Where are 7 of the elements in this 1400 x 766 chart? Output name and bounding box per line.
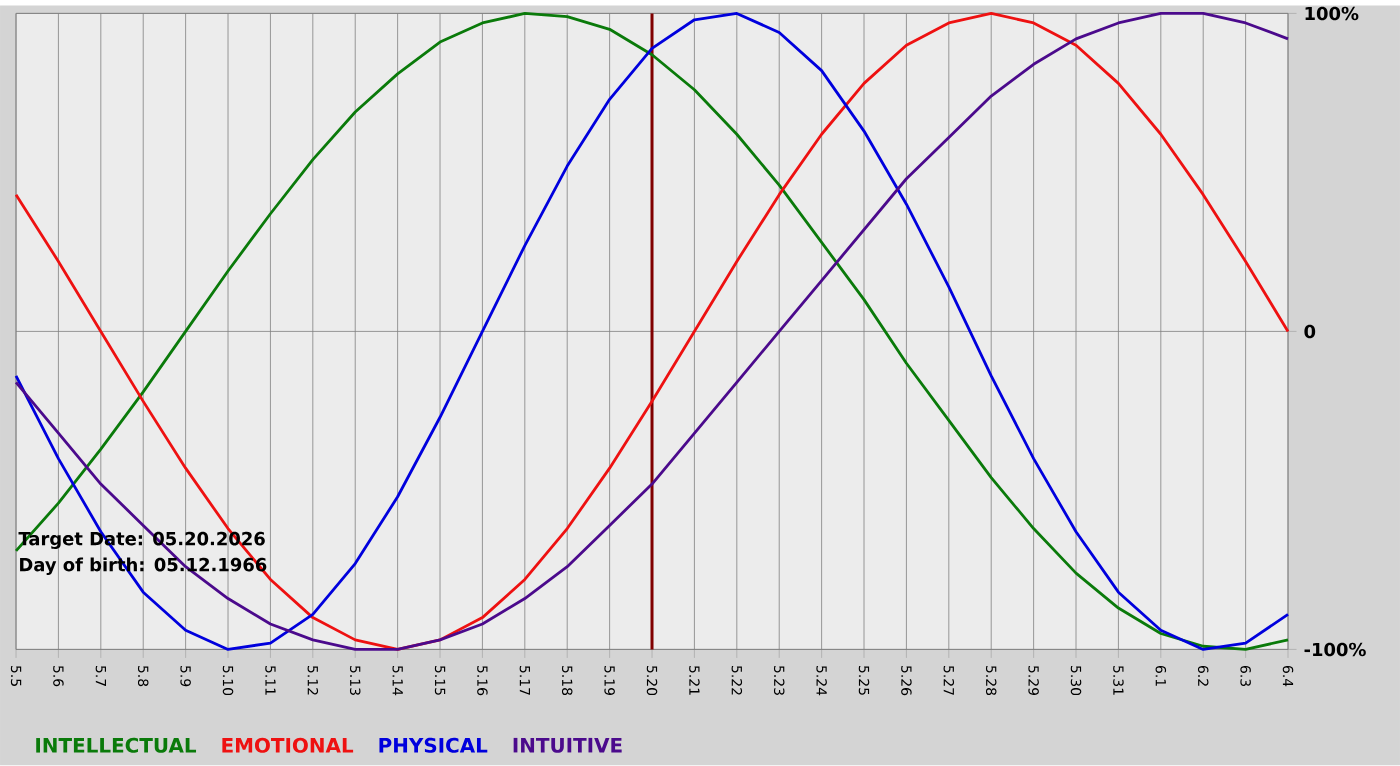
text: EMOTIONAL — [222, 738, 354, 754]
text: INTELLECTUAL — [36, 738, 197, 754]
y-tick-label: -100% — [1304, 642, 1366, 657]
y-tick-label: 0 — [1304, 324, 1316, 339]
text: INTUITIVE — [513, 738, 622, 753]
y-tick-label: 100% — [1305, 6, 1359, 21]
text: PHYSICAL — [379, 738, 488, 754]
